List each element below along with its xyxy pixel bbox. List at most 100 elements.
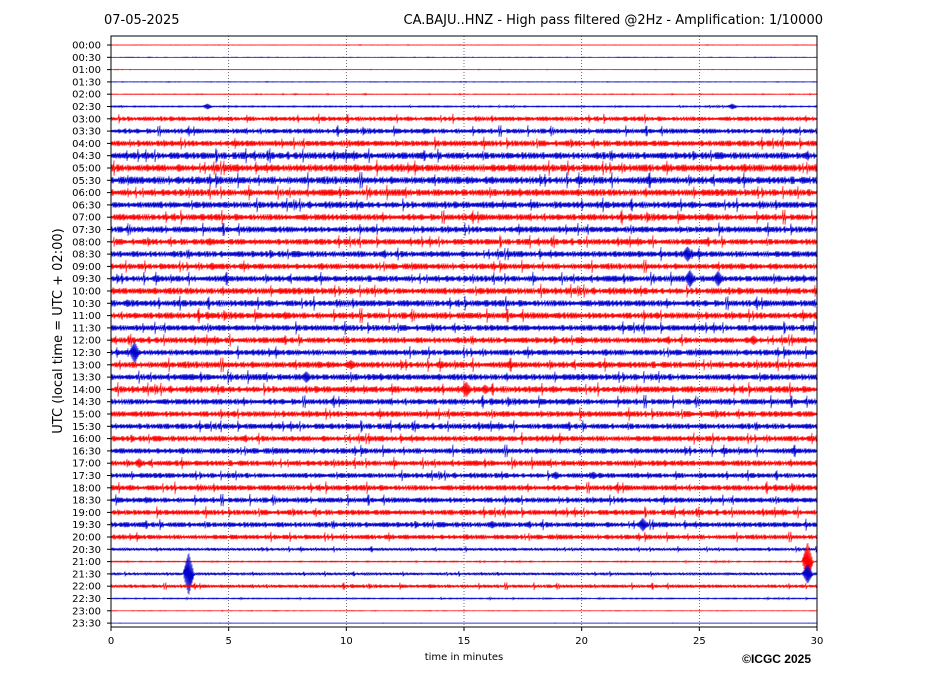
trace-row-0700: [110, 209, 818, 225]
trace-row-1330: [110, 369, 818, 385]
trace-row-1300: [110, 357, 818, 373]
trace-row-0830: [110, 246, 818, 262]
trace-row-1000: [110, 283, 818, 299]
row-label: 06:30: [72, 200, 101, 211]
row-label: 00:30: [72, 53, 101, 64]
trace-row-0800: [110, 234, 818, 249]
row-label: 03:30: [72, 127, 101, 138]
trace-row-1600: [110, 432, 818, 446]
row-label: 21:00: [72, 557, 101, 568]
trace-row-1800: [110, 481, 818, 495]
trace-row-0330: [110, 125, 818, 138]
row-label: 04:30: [72, 151, 101, 162]
trace-row-1230: [110, 342, 818, 363]
row-label: 10:00: [72, 287, 101, 298]
x-tick-label: 0: [108, 636, 114, 647]
trace-row-0930: [110, 269, 818, 288]
trace-row-2000: [110, 531, 818, 543]
trace-row-1630: [110, 444, 818, 458]
seismic-traces: [110, 43, 818, 624]
row-label: 08:30: [72, 250, 101, 261]
x-tick-label: 25: [693, 636, 706, 647]
row-label: 23:30: [72, 619, 101, 630]
row-label: 21:30: [72, 569, 101, 580]
row-label: 05:00: [72, 164, 101, 175]
row-label: 18:30: [72, 496, 101, 507]
row-label: 22:30: [72, 594, 101, 605]
row-label: 03:00: [72, 114, 101, 125]
trace-row-2200: [110, 582, 818, 591]
row-label: 09:30: [72, 274, 101, 285]
row-label: 19:30: [72, 520, 101, 531]
trace-row-2030: [110, 546, 818, 553]
trace-row-1700: [110, 456, 818, 470]
row-label: 14:30: [72, 397, 101, 408]
trace-row-1100: [110, 307, 818, 324]
row-label: 15:00: [72, 410, 101, 421]
row-label: 19:00: [72, 508, 101, 519]
row-label: 08:00: [72, 237, 101, 248]
y-axis-label: UTC (local time = UTC + 02:00): [51, 228, 66, 433]
row-label: 18:00: [72, 483, 101, 494]
x-tick-label: 30: [811, 636, 824, 647]
chart-date: 07-05-2025: [104, 13, 180, 28]
x-axis-label: time in minutes: [425, 652, 504, 663]
x-axis-ticks: 0 5 10 15 20 25 30: [108, 627, 824, 647]
row-label: 12:30: [72, 348, 101, 359]
row-label: 01:00: [72, 65, 101, 76]
row-label: 22:00: [72, 582, 101, 593]
x-tick-label: 5: [225, 636, 231, 647]
trace-row-0430: [110, 147, 818, 164]
trace-row-1030: [110, 295, 818, 311]
row-label: 23:00: [72, 606, 101, 617]
row-label: 04:00: [72, 139, 101, 150]
row-label: 07:30: [72, 225, 101, 236]
trace-row-2330: [110, 622, 818, 624]
trace-row-1900: [110, 506, 818, 519]
trace-row-0400: [110, 136, 818, 151]
trace-row-0600: [110, 184, 818, 201]
row-label: 10:30: [72, 299, 101, 310]
x-tick-label: 20: [575, 636, 588, 647]
row-label: 14:00: [72, 385, 101, 396]
trace-row-1200: [110, 333, 818, 347]
trace-row-2300: [110, 609, 818, 612]
row-label: 06:00: [72, 188, 101, 199]
row-label: 11:30: [72, 323, 101, 334]
trace-row-0000: [110, 43, 818, 47]
row-label: 17:30: [72, 471, 101, 482]
trace-row-0500: [110, 159, 818, 177]
trace-row-1400: [110, 381, 818, 397]
row-label: 20:00: [72, 533, 101, 544]
trace-row-1430: [110, 394, 818, 409]
trace-row-2130: [110, 553, 818, 595]
x-tick-label: 10: [340, 636, 353, 647]
row-label: 11:00: [72, 311, 101, 322]
trace-row-2100: [110, 542, 818, 581]
trace-row-0130: [110, 80, 818, 84]
row-label: 01:30: [72, 77, 101, 88]
trace-row-1500: [110, 407, 818, 421]
row-label: 12:00: [72, 336, 101, 347]
trace-row-0200: [110, 92, 818, 96]
trace-row-0730: [110, 222, 818, 237]
row-label: 02:00: [72, 90, 101, 101]
trace-row-0300: [110, 113, 818, 125]
copyright-text: ©ICGC 2025: [742, 652, 811, 666]
trace-row-0100: [110, 68, 818, 71]
trace-row-1730: [110, 469, 818, 482]
trace-row-0630: [110, 197, 818, 213]
trace-row-1930: [110, 517, 818, 532]
row-label: 13:00: [72, 360, 101, 371]
trace-row-1130: [110, 320, 818, 335]
chart-title: CA.BAJU..HNZ - High pass filtered @2Hz -…: [404, 13, 824, 28]
trace-row-1530: [110, 419, 818, 433]
trace-row-1830: [110, 493, 818, 507]
row-label: 07:00: [72, 213, 101, 224]
row-label: 02:30: [72, 102, 101, 113]
row-label: 17:00: [72, 459, 101, 470]
vertical-gridlines: [228, 36, 700, 627]
